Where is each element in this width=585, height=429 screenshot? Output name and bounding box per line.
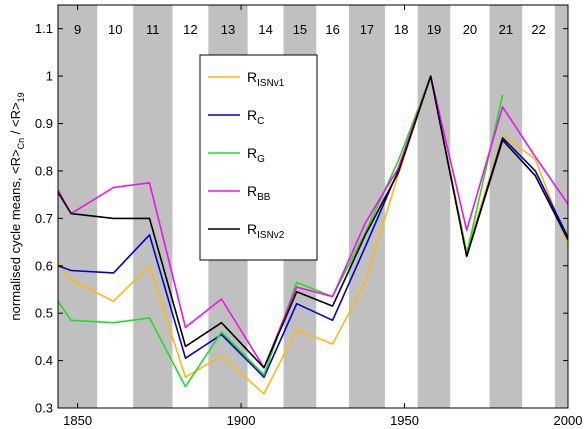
cycle-label: 11 (146, 22, 160, 37)
cycle-label: 19 (427, 22, 441, 37)
legend-entry-sub: ISNv1 (257, 78, 285, 89)
series-line-bb (57, 75, 569, 369)
x-tick-label: 2000 (554, 413, 583, 428)
series-line-isnv1 (57, 75, 569, 395)
legend-entry: RISNv1 (247, 69, 285, 89)
cycle-band (133, 5, 173, 408)
y-tick-label: 0.7 (35, 211, 53, 226)
cycle-band (348, 5, 385, 408)
legend-entry-name: R (247, 69, 257, 85)
y-tick-label: 0.3 (35, 401, 53, 416)
y-tick-label: 0.8 (35, 163, 53, 178)
y-axis-label-sub1: Cn (16, 138, 26, 150)
series-lines (57, 75, 569, 395)
legend-entry: RBB (247, 183, 271, 203)
y-axis-label: normalised cycle means, <R>Cn / <R>19 (8, 92, 26, 320)
cycle-label: 9 (74, 22, 81, 37)
y-tick-label: 0.4 (35, 353, 53, 368)
y-tick-label: 0.6 (35, 258, 53, 273)
legend-entry: RISNv2 (247, 221, 285, 241)
y-tick-label: 0.5 (35, 306, 53, 321)
cycle-label: 17 (360, 22, 374, 37)
cycle-label: 15 (293, 22, 307, 37)
cycle-band (58, 5, 98, 408)
cycle-label: 22 (531, 22, 545, 37)
legend-entry-sub: BB (257, 192, 271, 203)
cycle-label: 14 (258, 22, 272, 37)
legend-entry-name: R (247, 221, 257, 237)
legend-entry-sub: G (257, 154, 265, 165)
legend-entry-name: R (247, 107, 257, 123)
y-tick-label: 1.1 (35, 21, 53, 36)
cycle-label: 13 (221, 22, 235, 37)
cycle-label: 10 (108, 22, 122, 37)
legend-entry-sub: C (257, 116, 264, 127)
y-tick-label: 0.9 (35, 116, 53, 131)
cycle-label: 20 (463, 22, 477, 37)
cycle-label: 21 (499, 22, 513, 37)
cycle-band (554, 5, 568, 408)
cycle-label: 12 (183, 22, 197, 37)
legend-box (199, 54, 318, 261)
cycle-label: 18 (394, 22, 408, 37)
series-line-isnv2 (57, 75, 569, 369)
axes-frame (57, 4, 569, 409)
y-axis-label-main: normalised cycle means, <R> (8, 149, 23, 320)
x-tick-label: 1850 (63, 413, 92, 428)
legend-entry-name: R (247, 183, 257, 199)
x-tick-label: 1900 (227, 413, 256, 428)
legend-entry-name: R (247, 145, 257, 161)
cycle-labels: 9 10 11 12 13 14 15 16 17 18 19 20 21 22 (74, 22, 546, 37)
axis-ticks: 0.3 0.4 0.5 0.6 0.7 0.8 0.9 1 1.1 1850 1900 1950 200… (35, 5, 583, 428)
cycle-label: 16 (325, 22, 339, 37)
cycle-band (417, 5, 451, 408)
legend-entry: RG (247, 145, 265, 165)
legend-entry-sub: ISNv2 (257, 230, 285, 241)
cycle-band (489, 5, 523, 408)
legend-entry: RC (247, 107, 264, 127)
y-tick-label: 1 (46, 69, 53, 84)
y-axis-label-sub2: 19 (16, 92, 26, 102)
x-tick-label: 1950 (390, 413, 419, 428)
y-axis-label-mid: / <R> (8, 102, 23, 137)
